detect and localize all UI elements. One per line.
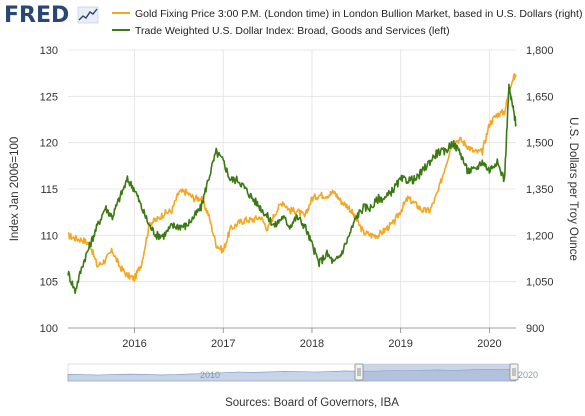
right-tick-label: 1,650 (526, 91, 554, 103)
left-tick-label: 125 (40, 91, 58, 103)
series-layer (67, 73, 517, 295)
navigator-handle-left[interactable] (354, 363, 364, 381)
series-line-gold (67, 73, 517, 282)
range-navigator[interactable]: 2010 2020 (67, 363, 538, 382)
left-tick-label: 105 (40, 277, 58, 289)
left-tick-label: 115 (40, 184, 58, 196)
left-tick-label: 110 (40, 230, 58, 242)
right-tick-label: 900 (526, 323, 544, 335)
legend-label-gold: Gold Fixing Price 3:00 P.M. (London time… (135, 8, 582, 20)
chart-spark-icon (77, 6, 99, 24)
x-tick-label: 2020 (477, 338, 501, 350)
right-tick-label: 1,500 (526, 138, 554, 150)
right-tick-label: 1,350 (526, 184, 554, 196)
source-note: Sources: Board of Governors, IBA (225, 397, 399, 409)
gridlines (68, 49, 516, 329)
x-tick-label: 2018 (300, 338, 324, 350)
left-tick-label: 130 (40, 45, 58, 57)
right-axis-ticks: 900 1,050 1,200 1,350 1,500 1,650 1,800 (526, 45, 554, 335)
right-tick-label: 1,050 (526, 277, 554, 289)
right-tick-label: 1,800 (526, 45, 554, 57)
fred-logo[interactable]: FRED (4, 3, 99, 28)
logo-text: FRED (4, 3, 69, 28)
plot-area: 100 105 110 115 120 125 130 900 1,050 1,200 1,350… (40, 45, 554, 350)
left-tick-label: 100 (40, 323, 58, 335)
x-tick-label: 2016 (122, 338, 146, 350)
left-axis-ticks: 100 105 110 115 120 125 130 (40, 45, 58, 335)
left-tick-label: 120 (40, 138, 58, 150)
series-line-dollar-index (67, 83, 517, 295)
left-axis-title: Index Jan 2006=100 (9, 137, 21, 242)
x-tick-label: 2019 (388, 338, 412, 350)
navigator-label-left: 2010 (200, 370, 220, 380)
legend-item-dollar-index[interactable]: Trade Weighted U.S. Dollar Index: Broad,… (112, 25, 450, 37)
right-tick-label: 1,200 (526, 230, 554, 242)
legend-label-dollar-index: Trade Weighted U.S. Dollar Index: Broad,… (135, 25, 450, 37)
legend: Gold Fixing Price 3:00 P.M. (London time… (112, 8, 582, 37)
right-axis-title: U.S. Dollars per Troy Ounce (567, 117, 579, 261)
navigator-selected-range[interactable] (359, 364, 514, 381)
navigator-label-right: 2020 (518, 370, 538, 380)
x-tick-label: 2017 (211, 338, 235, 350)
navigator-handle-right[interactable] (509, 363, 519, 381)
x-axis-ticks: 2016 2017 2018 2019 2020 (122, 328, 502, 350)
legend-item-gold[interactable]: Gold Fixing Price 3:00 P.M. (London time… (112, 8, 582, 20)
